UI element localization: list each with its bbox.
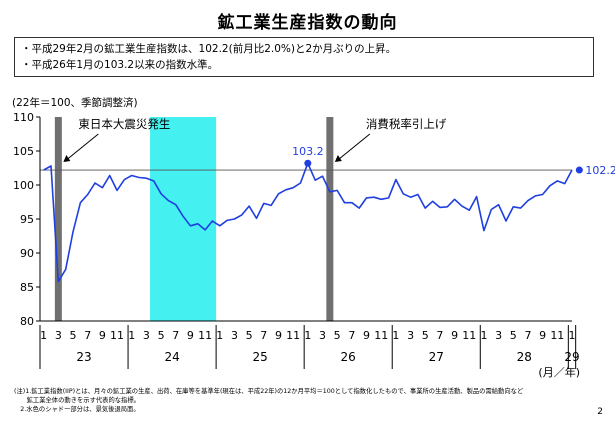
x-tick-label: 11	[110, 329, 124, 342]
x-tick-label: 11	[286, 329, 300, 342]
event-arrow	[66, 133, 99, 161]
recession-shade	[150, 117, 217, 321]
x-tick-label: 7	[436, 329, 443, 342]
footnotes: (注)1.鉱工業指数(IIP)とは、月々の鉱工業の生産、出荷、在庫等を基準年(現…	[14, 387, 574, 414]
x-tick-label: 9	[539, 329, 546, 342]
highlight-label: 102.2	[585, 164, 615, 177]
footnote-line: (注)1.鉱工業指数(IIP)とは、月々の鉱工業の生産、出荷、在庫等を基準年(現…	[14, 388, 524, 395]
summary-bullet: ・平成26年1月の103.2以来の指数水準。	[21, 59, 219, 71]
x-tick-label: 1	[128, 329, 135, 342]
x-tick-label: 5	[422, 329, 429, 342]
x-tick-label: 3	[495, 329, 502, 342]
x-tick-label: 1	[216, 329, 223, 342]
x-tick-label: 5	[70, 329, 77, 342]
y-tick-label: 80	[20, 315, 34, 328]
x-tick-label: 3	[55, 329, 62, 342]
x-tick-label: 9	[187, 329, 194, 342]
y-tick-label: 90	[20, 247, 34, 260]
year-label: 28	[517, 350, 532, 364]
highlight-label: 103.2	[292, 145, 324, 158]
chart-unit-note: (22年＝100、季節調整済)	[12, 97, 138, 109]
x-tick-label: 7	[260, 329, 267, 342]
x-tick-label: 9	[451, 329, 458, 342]
x-tick-label: 3	[407, 329, 414, 342]
event-label: 東日本大震災発生	[78, 117, 170, 131]
x-tick-label: 7	[348, 329, 355, 342]
year-label: 26	[341, 350, 356, 364]
y-tick-label: 100	[13, 179, 34, 192]
x-tick-label: 11	[550, 329, 564, 342]
x-tick-label: 9	[363, 329, 370, 342]
x-tick-label: 5	[334, 329, 341, 342]
x-tick-label: 5	[246, 329, 253, 342]
x-tick-label: 3	[319, 329, 326, 342]
x-tick-label: 7	[524, 329, 531, 342]
x-tick-label: 5	[510, 329, 517, 342]
highlight-point	[304, 159, 312, 167]
x-tick-label: 1	[304, 329, 311, 342]
y-tick-label: 95	[20, 213, 34, 226]
x-unit-label: (月／年)	[538, 365, 580, 379]
event-bar	[326, 117, 334, 321]
x-tick-label: 11	[462, 329, 476, 342]
event-arrowhead	[334, 155, 342, 162]
page-title: 鉱工業生産指数の動向	[217, 13, 398, 33]
x-tick-label: 11	[198, 329, 212, 342]
event-arrowhead	[63, 155, 71, 162]
x-tick-label: 9	[275, 329, 282, 342]
x-tick-label: 1	[569, 329, 576, 342]
x-tick-label: 9	[99, 329, 106, 342]
x-tick-label: 3	[231, 329, 238, 342]
series-line	[43, 162, 573, 283]
year-label: 29	[564, 350, 579, 364]
x-tick-label: 5	[158, 329, 165, 342]
event-arrow	[337, 133, 371, 161]
x-tick-label: 1	[480, 329, 487, 342]
page-number: 2	[597, 407, 603, 417]
y-tick-label: 105	[13, 145, 34, 158]
footnote-line: 鉱工業全体の動きを示す代表的な指標。	[14, 397, 140, 404]
x-tick-label: 1	[40, 329, 47, 342]
y-tick-label: 85	[20, 281, 34, 294]
x-tick-label: 11	[374, 329, 388, 342]
summary-box: ・平成29年2月の鉱工業生産指数は、102.2(前月比2.0%)と2か月ぶりの上…	[14, 37, 594, 77]
year-label: 24	[164, 350, 179, 364]
event-label: 消費税率引上げ	[366, 117, 447, 131]
x-tick-label: 1	[392, 329, 399, 342]
y-tick-label: 110	[13, 111, 34, 124]
year-label: 27	[429, 350, 444, 364]
x-tick-label: 7	[172, 329, 179, 342]
highlight-point	[575, 166, 583, 174]
summary-bullet: ・平成29年2月の鉱工業生産指数は、102.2(前月比2.0%)と2か月ぶりの上…	[21, 43, 397, 55]
footnote-line: 2.水色のシャドー部分は、景気後退局面。	[14, 406, 140, 413]
x-tick-label: 3	[143, 329, 150, 342]
event-bar	[54, 117, 62, 321]
year-label: 23	[76, 350, 91, 364]
x-tick-label: 7	[84, 329, 91, 342]
year-label: 25	[252, 350, 267, 364]
